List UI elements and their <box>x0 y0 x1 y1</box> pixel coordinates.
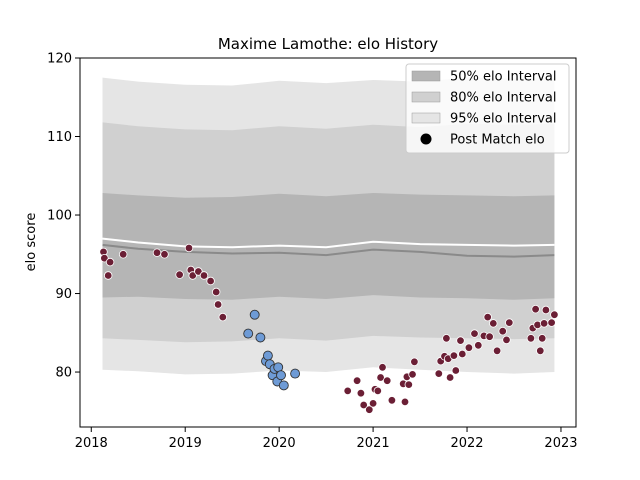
post-match-point <box>489 319 498 328</box>
post-match-point <box>356 389 366 398</box>
y-tick-label: 110 <box>47 130 72 145</box>
post-match-point <box>352 376 362 385</box>
post-match-point <box>206 276 215 286</box>
post-match-point <box>547 318 556 327</box>
y-tick-label: 80 <box>55 366 72 381</box>
post-match-point <box>539 319 549 328</box>
y-tick-label: 90 <box>55 287 72 302</box>
post-match-point <box>175 270 184 279</box>
x-tick-label: 2022 <box>450 436 483 451</box>
post-match-point <box>213 300 223 309</box>
post-match-point <box>485 332 494 341</box>
y-axis-title: elo score <box>24 213 39 272</box>
post-match-point <box>449 351 459 360</box>
post-match-point <box>218 312 227 322</box>
post-match-point <box>526 334 536 343</box>
post-match-point <box>410 357 419 366</box>
legend-box <box>405 63 570 154</box>
legend-swatch-band_50 <box>411 70 441 82</box>
legend-marker-swatch <box>420 133 432 145</box>
highlight-point <box>290 368 301 379</box>
post-match-point <box>359 400 368 410</box>
legend-swatch-band_95 <box>411 112 441 124</box>
post-match-point <box>152 248 162 257</box>
plot-frame <box>79 57 577 428</box>
post-match-point <box>383 376 392 385</box>
data-points <box>99 243 559 414</box>
legend-label: 95% elo Interval <box>450 112 557 127</box>
post-match-point <box>474 341 483 350</box>
legend-swatch-band_80 <box>411 91 441 103</box>
highlight-point <box>249 309 260 320</box>
median-line <box>102 243 555 258</box>
y-tick-label: 120 <box>47 52 72 67</box>
post-match-point <box>378 363 387 372</box>
post-match-point <box>160 250 169 259</box>
post-match-point <box>103 271 113 280</box>
post-match-point <box>464 343 474 352</box>
post-match-point <box>211 287 221 297</box>
post-match-point <box>445 373 455 382</box>
post-match-point <box>531 305 540 314</box>
post-match-point <box>105 257 115 267</box>
post-match-point <box>538 334 547 343</box>
post-match-point <box>505 318 514 327</box>
y-axis: 80 90 100 110 120 <box>47 52 80 381</box>
x-tick-label: 2021 <box>357 436 390 451</box>
post-match-point <box>188 271 197 280</box>
post-match-point <box>470 329 479 338</box>
x-tick-label: 2019 <box>169 436 202 451</box>
x-tick-label: 2023 <box>544 436 577 451</box>
post-match-point <box>368 399 378 408</box>
highlight-point <box>278 380 289 391</box>
post-match-point <box>194 267 203 276</box>
post-match-point <box>451 366 460 375</box>
post-match-point <box>492 346 502 355</box>
post-match-point <box>502 335 511 345</box>
legend-label: Post Match elo <box>450 133 545 148</box>
center-lines <box>102 237 555 258</box>
x-axis: 2018 2019 2020 2021 2022 2023 <box>75 427 578 451</box>
post-match-point <box>376 373 385 382</box>
post-match-point <box>365 405 374 414</box>
post-match-point <box>550 310 559 319</box>
post-match-point <box>387 396 397 405</box>
post-match-point <box>541 305 551 315</box>
highlight-point <box>243 328 254 339</box>
post-match-point <box>458 349 467 359</box>
highlight-point <box>255 332 266 343</box>
post-match-point <box>408 370 417 379</box>
y-tick-label: 100 <box>47 209 72 224</box>
post-match-point <box>373 386 382 396</box>
post-match-point <box>404 380 413 389</box>
post-match-point <box>434 369 443 378</box>
highlight-point <box>276 370 286 381</box>
highlight-point <box>262 350 273 361</box>
post-match-point <box>483 312 492 322</box>
x-tick-label: 2020 <box>263 436 296 451</box>
post-match-point <box>536 346 545 355</box>
chart-title: Maxime Lamothe: elo History <box>218 35 438 53</box>
mean-line <box>102 237 555 249</box>
post-match-point <box>400 397 410 407</box>
legend-label: 50% elo Interval <box>450 70 557 85</box>
post-match-point <box>456 336 465 345</box>
legend-label: 80% elo Interval <box>450 91 557 106</box>
post-match-point <box>100 254 109 263</box>
post-match-point <box>343 386 352 396</box>
post-match-point <box>498 327 507 336</box>
x-tick-label: 2018 <box>75 436 108 451</box>
legend: 50% elo Interval 80% elo Interval 95% elo … <box>405 63 570 154</box>
post-match-point <box>442 334 451 343</box>
post-match-point <box>184 243 194 253</box>
post-match-point <box>118 250 128 259</box>
post-match-point <box>199 271 209 280</box>
